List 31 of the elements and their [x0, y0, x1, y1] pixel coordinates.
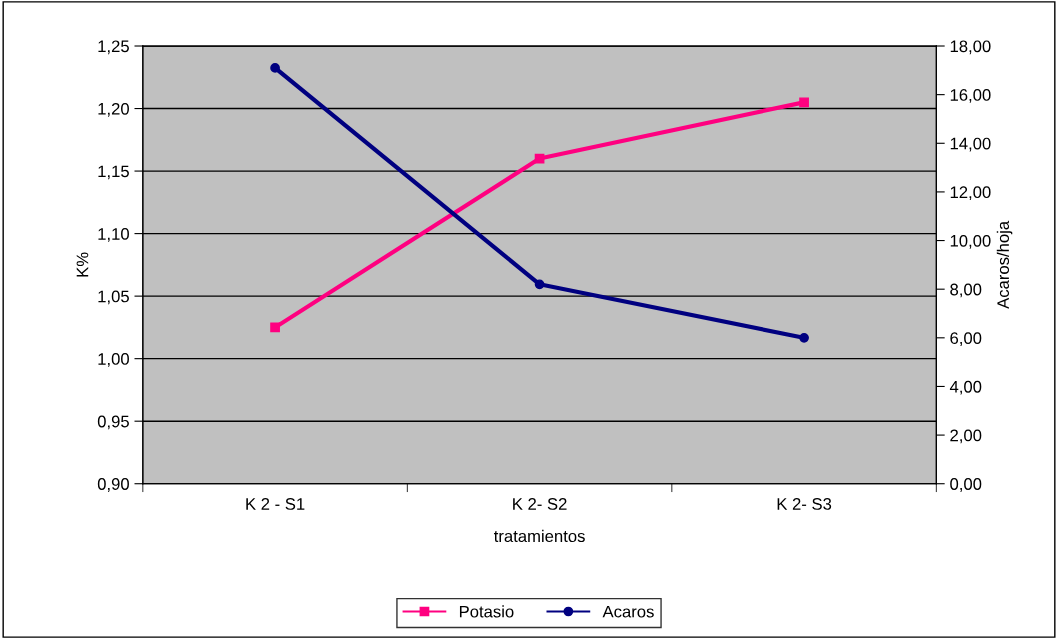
y2-tick-label: 6,00	[950, 332, 982, 346]
x-tick-label: K 2- S2	[513, 498, 567, 510]
x-tick-label: K 2- S3	[777, 498, 832, 510]
legend-label: Potasio	[459, 605, 514, 618]
y2-tick-label: 10,00	[950, 234, 991, 249]
y-axis-title: K%	[76, 252, 89, 277]
y2-tick-label: 18,00	[950, 40, 991, 55]
y-tick-label: 0,90	[97, 478, 129, 492]
y2-tick-label: 4,00	[949, 380, 982, 395]
point	[270, 63, 280, 73]
y-tick-label: 1,25	[98, 40, 129, 55]
y2-tick-label: 0,00	[950, 478, 982, 492]
y-tick-label: 1,15	[98, 165, 129, 180]
x-tick-label: K 2 - S1	[246, 498, 305, 510]
y2-tick-label: 14,00	[950, 137, 991, 152]
point	[534, 279, 545, 290]
y2-tick-label: 2,00	[950, 429, 982, 444]
y2-axis-title: Acaros/hoja	[996, 220, 1013, 309]
y2-tick-label: 8,00	[950, 283, 982, 298]
y-tick-label: 1,20	[98, 102, 129, 117]
point	[799, 97, 809, 108]
y-tick-label: 0,95	[97, 415, 129, 430]
y-tick-label: 1,05	[98, 290, 129, 305]
legend-label: Acaros	[602, 605, 654, 618]
y2-tick-label: 12,00	[950, 186, 991, 201]
point	[270, 322, 280, 333]
y2-tick-label: 16,00	[950, 89, 991, 103]
point	[799, 332, 809, 343]
y-tick-label: 1,00	[98, 353, 129, 367]
y-tick-label: 1,10	[98, 228, 129, 242]
x-axis-title: tratamientos	[493, 529, 585, 543]
